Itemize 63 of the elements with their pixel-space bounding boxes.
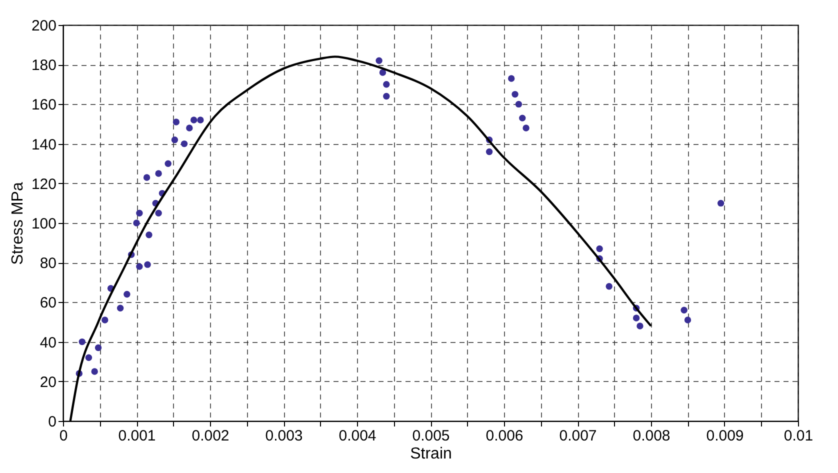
x-tick-label: 0.006 [486,428,524,444]
point [164,160,172,167]
point [136,210,143,216]
x-tick-label: 0.005 [412,428,450,444]
y-tick-label: 100 [31,216,56,232]
point [91,368,98,375]
y-tick-label: 140 [31,136,56,154]
x-tick-label: 0.002 [192,428,230,444]
point [636,322,644,330]
point [172,118,180,126]
x-tick-label: 0.01 [784,428,814,444]
y-tick-label: 120 [31,176,56,193]
point [383,81,390,88]
point [186,124,193,132]
y-tick-label: 0 [48,414,56,430]
point [197,116,204,124]
y-tick-label: 180 [31,57,56,74]
point [180,140,188,148]
x-tick-label: 0.007 [559,428,597,444]
point [519,114,526,122]
point [596,245,603,252]
point [190,116,198,124]
point [144,261,151,268]
point [379,69,386,76]
point [155,210,162,216]
x-tick-label: 0.004 [338,428,376,444]
point [680,306,688,314]
point [155,170,162,177]
point [376,57,382,64]
point [171,136,178,144]
point [684,316,692,324]
y-axis-title: Stress MPa [9,182,26,265]
y-tick-label: 200 [31,18,56,34]
point [124,290,130,298]
y-tick-label: 80 [40,255,56,272]
x-tick-label: 0.009 [706,428,744,444]
x-tick-label: 0.003 [265,428,303,444]
point [717,200,724,207]
point [486,148,493,156]
point [383,92,390,100]
y-tick-label: 160 [31,96,56,114]
point [632,314,640,322]
x-tick-label: 0 [59,428,68,444]
point [606,283,612,290]
x-tick-label: 0.001 [118,428,156,444]
point [78,338,86,346]
point [102,316,108,324]
point [116,304,124,312]
point [136,263,143,270]
y-tick-label: 20 [40,374,56,391]
point [508,75,515,82]
point [515,100,522,108]
point [512,90,518,98]
y-tick-label: 60 [40,294,56,312]
x-axis-title: Strain [410,446,452,462]
point [146,232,152,238]
y-tick-label: 40 [40,334,56,352]
point [94,344,102,352]
point [522,124,530,132]
point [133,220,140,226]
point [143,174,150,181]
x-tick-label: 0.008 [632,428,670,444]
point [85,354,92,361]
